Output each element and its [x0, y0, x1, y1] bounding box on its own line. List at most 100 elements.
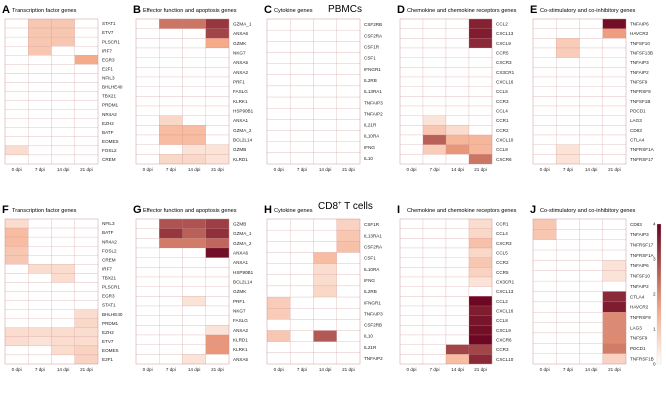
heatmap-cell	[336, 74, 361, 87]
heatmap-cell	[399, 134, 424, 145]
heatmap-cell	[205, 257, 230, 268]
heatmap-cell	[313, 341, 337, 354]
heatmap-cell	[135, 218, 160, 229]
legend-tick-label: 0	[653, 362, 656, 367]
heatmap-cell	[336, 29, 361, 42]
heatmap-cell	[159, 238, 183, 249]
heatmap-cell	[579, 322, 603, 334]
column-label: 7 dpi	[563, 167, 573, 172]
panel-label: A	[2, 4, 10, 16]
heatmap-cell	[422, 76, 447, 87]
heatmap-cell	[290, 130, 314, 142]
heatmap-cell	[51, 336, 75, 347]
heatmap-cell	[313, 85, 337, 98]
row-label: TNFRSF17	[630, 242, 654, 247]
column-label: 21 dpi	[342, 367, 355, 372]
heatmap-cell	[135, 228, 160, 239]
heatmap-cell	[205, 315, 230, 326]
heatmap-cell	[159, 228, 183, 239]
column-label: 14 dpi	[188, 167, 201, 172]
row-label: HSP90B1	[233, 270, 254, 275]
heatmap-cell	[28, 46, 52, 56]
column-label: 14 dpi	[57, 167, 70, 172]
panel-a: A Transcription factor genes STAT1 ETV7 PLSC…	[2, 4, 123, 172]
heatmap-cell	[556, 76, 580, 87]
row-label: GZMA_1	[233, 21, 252, 26]
heatmap-cell	[532, 96, 557, 107]
heatmap-cell	[51, 100, 75, 110]
heatmap-cell	[579, 301, 603, 313]
row-label: E2F1	[102, 66, 113, 71]
heatmap-cell	[74, 18, 99, 29]
heatmap-cell	[399, 238, 424, 249]
heatmap-cell	[51, 46, 75, 56]
heatmap-cell	[579, 353, 603, 365]
heatmap-cell	[399, 105, 424, 116]
heatmap-cell	[556, 322, 580, 334]
heatmap-cell	[445, 57, 470, 68]
heatmap-cell	[74, 82, 99, 92]
panel-label: J	[530, 204, 536, 216]
heatmap-cell	[602, 134, 627, 145]
heatmap-cell	[556, 154, 580, 165]
row-label: CCR1	[496, 221, 509, 226]
column-label: 0 dpi	[540, 367, 550, 372]
column-label: 21 dpi	[211, 367, 224, 372]
heatmap-cell	[556, 18, 580, 29]
heatmap-cell	[579, 67, 603, 78]
panel-frame	[4, 218, 99, 365]
row-label: CCR2	[496, 260, 509, 265]
heatmap-cell	[290, 96, 314, 109]
heatmap-cell	[266, 108, 291, 120]
heatmap-cell	[399, 286, 424, 297]
heatmap-cell	[266, 130, 291, 142]
heatmap-cell	[51, 73, 75, 83]
heatmap-cell	[74, 246, 99, 256]
heatmap-cell	[399, 18, 424, 29]
heatmap-cell	[28, 145, 52, 156]
heatmap-cell	[290, 252, 314, 264]
row-label: BATF	[102, 130, 114, 135]
row-label: FOSL2	[102, 248, 117, 253]
heatmap-cell	[422, 144, 447, 155]
heatmap-cell	[556, 105, 580, 116]
row-label: CSF2RB	[364, 323, 382, 328]
heatmap-cell	[205, 47, 230, 58]
heatmap-cell	[313, 108, 337, 120]
heatmap-cell	[468, 76, 493, 87]
heatmap-cell	[602, 260, 627, 271]
heatmap-cell	[445, 257, 470, 268]
panel-frame	[266, 18, 361, 165]
row-label: CXCL13	[496, 31, 514, 36]
heatmap-cell	[579, 105, 603, 116]
heatmap-cell	[579, 239, 603, 251]
heatmap-cell	[468, 125, 493, 136]
heatmap-cell	[205, 325, 230, 336]
heatmap-cell	[336, 263, 361, 275]
heatmap-cell	[4, 291, 29, 301]
row-label: FOSL2	[102, 148, 117, 153]
row-label: HAVCR2	[630, 31, 649, 36]
heatmap-cell	[336, 130, 361, 142]
row-label: TBX21	[102, 276, 116, 281]
heatmap-cell	[468, 57, 493, 68]
row-label: CD83	[630, 128, 642, 133]
heatmap-cell	[159, 57, 183, 68]
heatmap-cell	[182, 96, 206, 107]
column-label: 7 dpi	[297, 367, 307, 372]
heatmap-cell	[602, 249, 627, 261]
heatmap-cell	[313, 29, 337, 42]
heatmap-cell	[445, 344, 470, 355]
heatmap-cell	[135, 28, 160, 39]
legend-bar	[656, 223, 662, 365]
heatmap-cell	[579, 229, 603, 240]
heatmap-cell	[205, 125, 230, 136]
panel-label: D	[397, 4, 405, 16]
heatmap-cell	[28, 100, 52, 110]
heatmap-cell	[556, 86, 580, 97]
heatmap-cell	[28, 127, 52, 137]
heatmap-cell	[445, 154, 470, 165]
heatmap-cell	[290, 341, 314, 354]
heatmap-cell	[422, 218, 447, 229]
